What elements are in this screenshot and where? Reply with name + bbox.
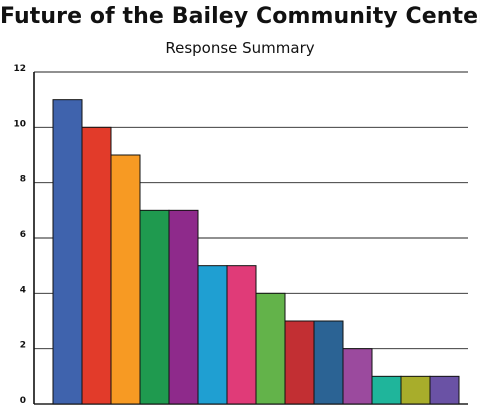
y-tick-label: 12 [13,64,26,74]
chart-title: Future of the Bailey Community Center [0,4,480,29]
y-tick-label: 4 [20,285,26,295]
chart-subtitle: Response Summary [165,39,315,57]
bar-1 [52,99,83,405]
bar-3 [110,154,141,405]
bar-6 [197,265,228,405]
y-tick-label: 8 [20,175,26,185]
bar-7 [226,265,257,405]
bar-4 [139,209,170,405]
bar-5 [168,209,199,405]
bar-10 [313,320,344,405]
bar-2 [81,126,112,405]
bar-13 [400,375,431,405]
y-tick-label: 10 [13,119,26,129]
bar-12 [371,375,402,405]
bar-9 [284,320,315,405]
bars [52,99,460,405]
bar-14 [429,375,460,405]
bar-8 [255,292,286,405]
y-tick-label: 0 [20,396,26,406]
y-tick-label: 6 [20,230,26,240]
bar-11 [342,348,373,405]
y-tick-label: 2 [20,341,26,351]
y-axis-ticks: 0 2 4 6 8 10 12 [13,64,26,406]
